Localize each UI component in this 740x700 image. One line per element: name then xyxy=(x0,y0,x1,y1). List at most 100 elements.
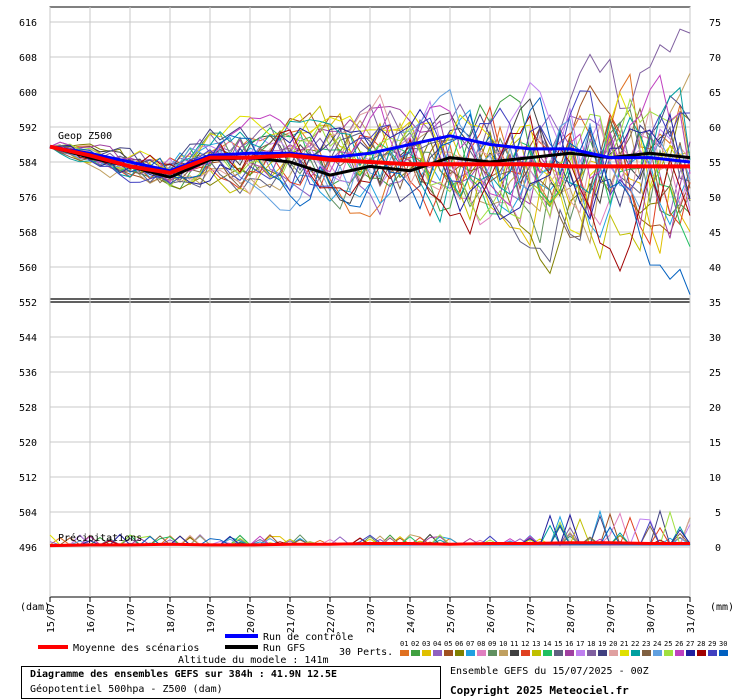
mean-legend-label: Moyenne des scénarios xyxy=(73,642,199,654)
left-tick-label: 552 xyxy=(19,298,37,309)
series-line xyxy=(49,134,691,173)
precip-mean-line xyxy=(49,541,690,548)
pert-number: 01 xyxy=(400,640,408,648)
pert-number: 03 xyxy=(422,640,430,648)
pert-swatch xyxy=(521,650,530,656)
left-tick-label: 560 xyxy=(19,263,37,274)
date-tick-label: 28/07 xyxy=(566,603,577,633)
pert-swatch xyxy=(499,650,508,656)
right-tick-label: 35 xyxy=(709,298,721,309)
right-tick-label: 70 xyxy=(709,53,721,64)
left-tick-label: 528 xyxy=(19,403,37,414)
pert-number: 16 xyxy=(565,640,573,648)
pert-swatch xyxy=(642,650,651,656)
pert-number: 24 xyxy=(653,640,661,648)
date-tick-label: 24/07 xyxy=(406,603,417,633)
pert-number: 08 xyxy=(477,640,485,648)
pert-swatch xyxy=(697,650,706,656)
pert-swatch xyxy=(686,650,695,656)
pert-swatch xyxy=(411,650,420,656)
footer-subtitle: Géopotentiel 500hpa - Z500 (dam) xyxy=(30,684,223,695)
left-tick-label: 536 xyxy=(19,368,37,379)
pert-number: 28 xyxy=(697,640,705,648)
pert-number: 15 xyxy=(554,640,562,648)
perturbation-line xyxy=(49,73,691,245)
pert-number: 23 xyxy=(642,640,650,648)
footer-title: Diagramme des ensembles GEFS sur 384h : … xyxy=(30,669,338,680)
date-tick-label: 16/07 xyxy=(86,603,97,633)
right-tick-label: 65 xyxy=(709,88,721,99)
date-tick-label: 21/07 xyxy=(286,603,297,633)
left-tick-label: 584 xyxy=(19,158,37,169)
pert-swatch xyxy=(477,650,486,656)
pert-swatch xyxy=(400,650,409,656)
right-tick-label: 5 xyxy=(715,508,721,519)
pert-swatch xyxy=(466,650,475,656)
date-tick-label: 15/07 xyxy=(46,603,57,633)
model-altitude: Altitude du modele : 141m xyxy=(178,655,329,666)
pert-swatch xyxy=(444,650,453,656)
pert-number: 02 xyxy=(411,640,419,648)
right-tick-label: 10 xyxy=(709,473,721,484)
left-tick-label: 520 xyxy=(19,438,37,449)
date-tick-label: 19/07 xyxy=(206,603,217,633)
pert-number: 25 xyxy=(664,640,672,648)
upper-panel-label: Geop Z500 xyxy=(58,131,112,142)
perturbation-line xyxy=(49,94,691,208)
date-tick-label: 17/07 xyxy=(126,603,137,633)
right-tick-label: 25 xyxy=(709,368,721,379)
lower-panel-label: Précipitations xyxy=(58,532,142,544)
right-tick-label: 60 xyxy=(709,123,721,134)
right-tick-label: 0 xyxy=(715,543,721,554)
gfs-legend-label: Run GFS xyxy=(263,643,305,654)
left-tick-label: 504 xyxy=(19,508,37,519)
pert-number: 07 xyxy=(466,640,474,648)
pert-swatch xyxy=(664,650,673,656)
perts-label: 30 Perts. xyxy=(339,647,393,658)
pert-number: 09 xyxy=(488,640,496,648)
pert-swatch xyxy=(510,650,519,656)
pert-number: 13 xyxy=(532,640,540,648)
left-tick-label: 608 xyxy=(19,53,37,64)
date-tick-label: 27/07 xyxy=(526,603,537,633)
pert-number: 06 xyxy=(455,640,463,648)
pert-swatch xyxy=(587,650,596,656)
control-legend-label: Run de contrôle xyxy=(263,631,353,643)
right-tick-label: 55 xyxy=(709,158,721,169)
pert-swatch xyxy=(675,650,684,656)
pert-swatch xyxy=(543,650,552,656)
left-tick-label: 512 xyxy=(19,473,37,484)
right-tick-label: 75 xyxy=(709,18,721,29)
pert-number: 17 xyxy=(576,640,584,648)
pert-swatch xyxy=(576,650,585,656)
date-tick-label: 20/07 xyxy=(246,603,257,633)
left-tick-label: 600 xyxy=(19,88,37,99)
pert-number: 22 xyxy=(631,640,639,648)
footer-info-box: Ensemble GEFS du 15/07/2025 - 00Z Copyri… xyxy=(445,663,735,697)
pert-number: 04 xyxy=(433,640,441,648)
date-tick-label: 25/07 xyxy=(446,603,457,633)
pert-number: 30 xyxy=(719,640,727,648)
right-unit-label: (mm) xyxy=(710,602,734,613)
date-tick-label: 18/07 xyxy=(166,603,177,633)
pert-swatch xyxy=(565,650,574,656)
pert-swatch xyxy=(554,650,563,656)
pert-number: 26 xyxy=(675,640,683,648)
pert-number: 14 xyxy=(543,640,551,648)
run-info: Ensemble GEFS du 15/07/2025 - 00Z xyxy=(450,666,649,677)
pert-number: 18 xyxy=(587,640,595,648)
pert-swatch xyxy=(609,650,618,656)
pert-number: 19 xyxy=(598,640,606,648)
date-tick-label: 29/07 xyxy=(606,603,617,633)
left-tick-label: 544 xyxy=(19,333,37,344)
date-tick-label: 23/07 xyxy=(366,603,377,633)
pert-swatch xyxy=(422,650,431,656)
perturbation-line xyxy=(49,107,691,239)
left-tick-label: 592 xyxy=(19,123,37,134)
pert-swatch xyxy=(620,650,629,656)
perturbation-line xyxy=(49,90,691,197)
pert-number: 29 xyxy=(708,640,716,648)
series-line xyxy=(49,145,691,179)
pert-swatch xyxy=(631,650,640,656)
